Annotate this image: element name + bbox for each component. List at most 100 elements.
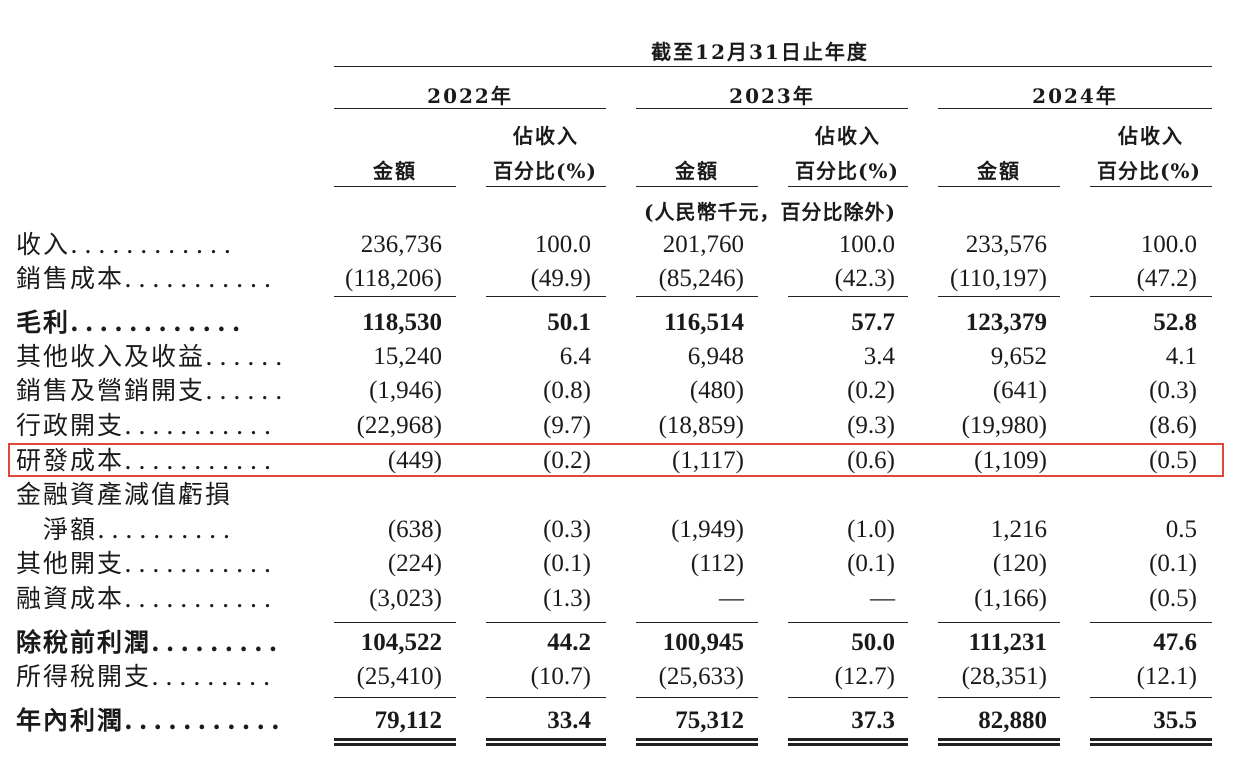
table-cell: (42.3) [834, 265, 895, 292]
table-row: 銷售及營銷開支...... (1,946) (0.8) (480) (0.2) (641)… [0, 374, 1256, 408]
table-row: 所得稅開支......... (25,410) (10.7) (25,633) (12.… [0, 660, 1256, 694]
double-underline-stroke [1090, 738, 1212, 741]
highlight-box-rd-cost [8, 443, 1224, 477]
table-cell: 236,736 [360, 231, 442, 258]
table-cell: (1.3) [543, 585, 591, 612]
table-cell: (0.2) [847, 377, 895, 404]
table-cell: (0.6) [847, 447, 895, 474]
table-row: 金融資產減值虧損 [0, 478, 1256, 512]
double-underline-stroke [636, 738, 758, 741]
pct-header-2024-l1: 佔收入 [1118, 124, 1184, 148]
row-label-text: 除稅前利潤 [16, 628, 152, 657]
row-label-text: 所得稅開支 [16, 662, 152, 691]
year-underline-2024 [938, 108, 1212, 109]
table-cell: 57.7 [851, 309, 895, 336]
subtotal-line [334, 697, 456, 698]
table-cell: 15,240 [373, 343, 442, 370]
table-cell: 104,522 [360, 629, 442, 656]
row-label: 銷售成本........... [16, 262, 277, 296]
table-cell: (0.3) [543, 516, 591, 543]
table-cell: 79,112 [374, 707, 442, 734]
table-cell: 50.1 [547, 309, 591, 336]
table-cell: 100,945 [662, 629, 744, 656]
table-cell: 3.4 [863, 343, 895, 370]
row-label-text: 銷售及營銷開支 [16, 376, 206, 405]
table-cell: (1,166) [974, 585, 1047, 612]
table-cell: (28,351) [961, 663, 1047, 690]
subtotal-line [788, 622, 908, 623]
row-label: 行政開支........... [16, 409, 277, 443]
pct-header-2024-l2: 百分比(%) [1097, 159, 1201, 183]
year-2024: 2024年 [1032, 84, 1118, 108]
subtotal-line [636, 697, 758, 698]
col-underline [1090, 186, 1212, 187]
leader-dots: ........... [124, 549, 278, 578]
subtotal-line [1090, 296, 1212, 297]
table-cell: (0.3) [1149, 377, 1197, 404]
pct-header-2023-l1: 佔收入 [815, 124, 881, 148]
table-row: 行政開支........... (22,968) (9.7) (18,859) (9.3… [0, 409, 1256, 443]
table-cell: (0.5) [1149, 447, 1197, 474]
row-label-text: 其他開支 [16, 549, 125, 578]
table-row: 銷售成本........... (118,206) (49.9) (85,246) (4… [0, 262, 1256, 296]
col-underline [636, 186, 758, 187]
year-2023: 2023年 [729, 84, 815, 108]
amount-header-2022: 金額 [373, 159, 417, 183]
col-underline [788, 186, 908, 187]
table-cell: — [870, 585, 895, 612]
leader-dots: ......... [151, 628, 284, 657]
table-cell: 1,216 [990, 516, 1047, 543]
row-label-text: 淨額 [16, 515, 98, 544]
table-cell: (8.6) [1149, 412, 1197, 439]
leader-dots: ........... [124, 411, 278, 440]
table-cell: 47.6 [1153, 629, 1197, 656]
double-underline-stroke [334, 738, 456, 741]
table-cell: 123,379 [965, 309, 1047, 336]
table-cell: (0.8) [543, 377, 591, 404]
table-cell: (110,197) [950, 265, 1047, 292]
table-cell: (12.1) [1136, 663, 1197, 690]
table-cell: (480) [689, 377, 744, 404]
double-underline-stroke [486, 738, 606, 741]
table-cell: 201,760 [662, 231, 744, 258]
table-cell: 116,514 [664, 309, 744, 336]
table-cell: (1,109) [974, 447, 1047, 474]
period-underline [334, 66, 1212, 67]
double-underline-stroke [486, 743, 606, 746]
table-cell: (18,859) [658, 412, 744, 439]
table-cell: (10.7) [530, 663, 591, 690]
table-row: 其他開支........... (224) (0.1) (112) (0.1) (120)… [0, 547, 1256, 581]
table-cell: (641) [992, 377, 1047, 404]
row-label: 其他收入及收益...... [16, 340, 289, 374]
row-label: 收入............ [16, 228, 237, 262]
year-underline-2022 [334, 108, 606, 109]
pct-header-2022-l2: 百分比(%) [493, 159, 597, 183]
row-label-text: 研發成本 [16, 446, 125, 475]
subtotal-line [334, 622, 456, 623]
double-underline-stroke [938, 738, 1060, 741]
table-cell: 82,880 [978, 707, 1047, 734]
leader-dots: ........... [124, 264, 278, 293]
table-cell: (12.7) [834, 663, 895, 690]
amount-header-2023: 金額 [675, 159, 719, 183]
year-underline-2023 [636, 108, 908, 109]
table-cell: (9.3) [847, 412, 895, 439]
subtotal-line [1090, 622, 1212, 623]
table-cell: 6.4 [559, 343, 591, 370]
double-underline-stroke [334, 743, 456, 746]
row-label-text: 其他收入及收益 [16, 342, 206, 371]
subtotal-line [938, 622, 1060, 623]
table-cell: (1,949) [671, 516, 744, 543]
double-underline-stroke [636, 743, 758, 746]
row-label: 金融資產減值虧損 [16, 478, 232, 512]
row-label: 所得稅開支......... [16, 660, 277, 694]
subtotal-line [1090, 697, 1212, 698]
table-cell: (1,946) [369, 377, 442, 404]
table-cell: (22,968) [356, 412, 442, 439]
period-header: 截至12月31日止年度 [651, 40, 869, 64]
table-cell: (638) [387, 516, 442, 543]
table-cell: 50.0 [851, 629, 895, 656]
table-cell: 111,231 [968, 629, 1048, 656]
table-cell: 100.0 [1140, 231, 1197, 258]
table-cell: (49.9) [530, 265, 591, 292]
